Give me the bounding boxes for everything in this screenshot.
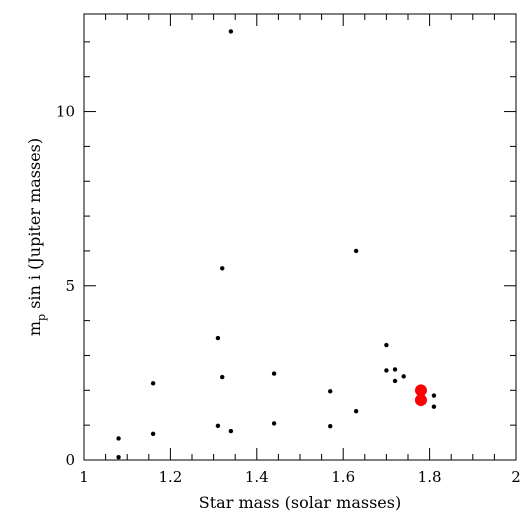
data-point [392,378,398,384]
data-point [116,455,121,460]
highlighted-data-point [414,384,427,397]
data-point [271,421,277,426]
plot-frame [83,13,517,461]
data-points [116,29,437,460]
data-point [328,424,333,429]
data-point [150,431,156,437]
data-point [116,436,121,441]
x-axis-title: Star mass (solar masses) [199,493,401,512]
y-tick-label: 0 [65,451,75,469]
y-axis-title-rest: sin i (Jupiter masses) [25,138,44,314]
data-point [271,371,277,376]
y-axis-title: mp sin i (Jupiter masses) [25,138,48,336]
y-axis-title-main: m [25,321,44,336]
data-point [220,266,225,271]
data-point [328,389,333,394]
data-point [353,409,359,414]
y-tick-label: 5 [65,277,75,295]
axis-tick-labels: 1 1.2 1.4 1.6 1.8 2 0 5 10 [56,103,521,486]
y-tick-label: 10 [56,103,75,121]
x-tick-label: 1.2 [158,468,182,486]
data-point [401,374,406,379]
data-point [431,404,437,409]
data-point [220,374,225,380]
data-point [384,342,389,348]
data-point [215,423,221,429]
x-tick-label: 2 [511,468,521,486]
highlighted-data-point [414,394,427,407]
x-tick-label: 1 [79,468,89,486]
data-point [384,368,389,373]
axis-ticks [83,14,517,461]
x-tick-label: 1.8 [418,468,442,486]
data-point [353,248,359,254]
x-tick-label: 1.6 [331,468,355,486]
data-point [228,29,234,34]
y-axis-title-subscript: p [35,314,48,321]
x-tick-label: 1.4 [245,468,269,486]
data-point [228,428,234,434]
data-point [392,367,398,372]
data-point [431,393,437,398]
data-point [150,381,156,386]
data-point [215,335,221,341]
